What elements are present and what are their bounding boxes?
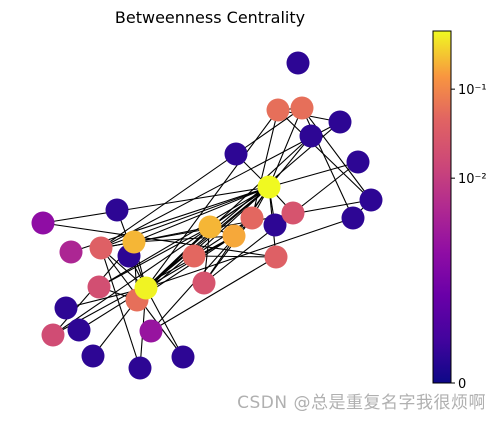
node — [346, 150, 370, 174]
edge — [150, 256, 277, 332]
node — [54, 296, 78, 320]
colorbar: 0 10⁻² 10⁻¹ — [432, 30, 487, 392]
node — [264, 245, 288, 269]
node — [89, 236, 113, 260]
node — [222, 224, 246, 248]
node — [359, 188, 383, 212]
colorbar-gradient — [433, 31, 451, 383]
node — [290, 96, 314, 120]
colorbar-tick-label: 10⁻² — [458, 172, 487, 187]
node — [128, 356, 152, 380]
node — [182, 244, 206, 268]
edge — [133, 235, 235, 243]
edge — [145, 121, 341, 289]
edge — [133, 186, 270, 243]
colorbar-ticks: 0 10⁻² 10⁻¹ — [451, 83, 487, 392]
node — [341, 206, 365, 230]
node — [134, 276, 158, 300]
node — [328, 110, 352, 134]
edge — [268, 161, 359, 188]
edge — [301, 107, 372, 201]
node — [139, 319, 163, 343]
edge — [42, 186, 270, 224]
node — [263, 213, 287, 237]
node — [240, 206, 264, 230]
node — [266, 98, 290, 122]
node — [87, 275, 111, 299]
edge — [133, 226, 211, 243]
edge — [145, 109, 279, 289]
edge — [251, 109, 279, 219]
node — [59, 240, 83, 264]
node — [257, 175, 281, 199]
edge — [100, 247, 141, 369]
colorbar-frame — [432, 30, 452, 384]
edge — [193, 255, 277, 258]
node — [67, 318, 91, 342]
nodes-layer — [31, 51, 383, 380]
edge — [100, 107, 303, 249]
chart-title: Betweenness Centrality — [114, 8, 306, 27]
edge — [268, 107, 303, 188]
edge — [277, 109, 372, 201]
node — [192, 271, 216, 295]
edge — [100, 121, 341, 249]
node — [81, 344, 105, 368]
node — [105, 198, 129, 222]
node — [171, 345, 195, 369]
edge — [203, 217, 253, 284]
colorbar-tick-label: 10⁻¹ — [458, 83, 487, 98]
node — [41, 323, 65, 347]
colorbar-tick-label: 0 — [458, 377, 466, 392]
watermark-text: CSDN @总是重复名字我很烦啊 — [237, 393, 486, 413]
node — [31, 211, 55, 235]
edge — [145, 217, 354, 289]
node — [286, 51, 310, 75]
edge — [98, 226, 211, 288]
node — [281, 201, 305, 225]
node — [198, 215, 222, 239]
node — [122, 230, 146, 254]
edge — [136, 186, 270, 301]
edge — [145, 287, 184, 358]
node — [224, 142, 248, 166]
edge — [145, 135, 312, 289]
node — [299, 124, 323, 148]
